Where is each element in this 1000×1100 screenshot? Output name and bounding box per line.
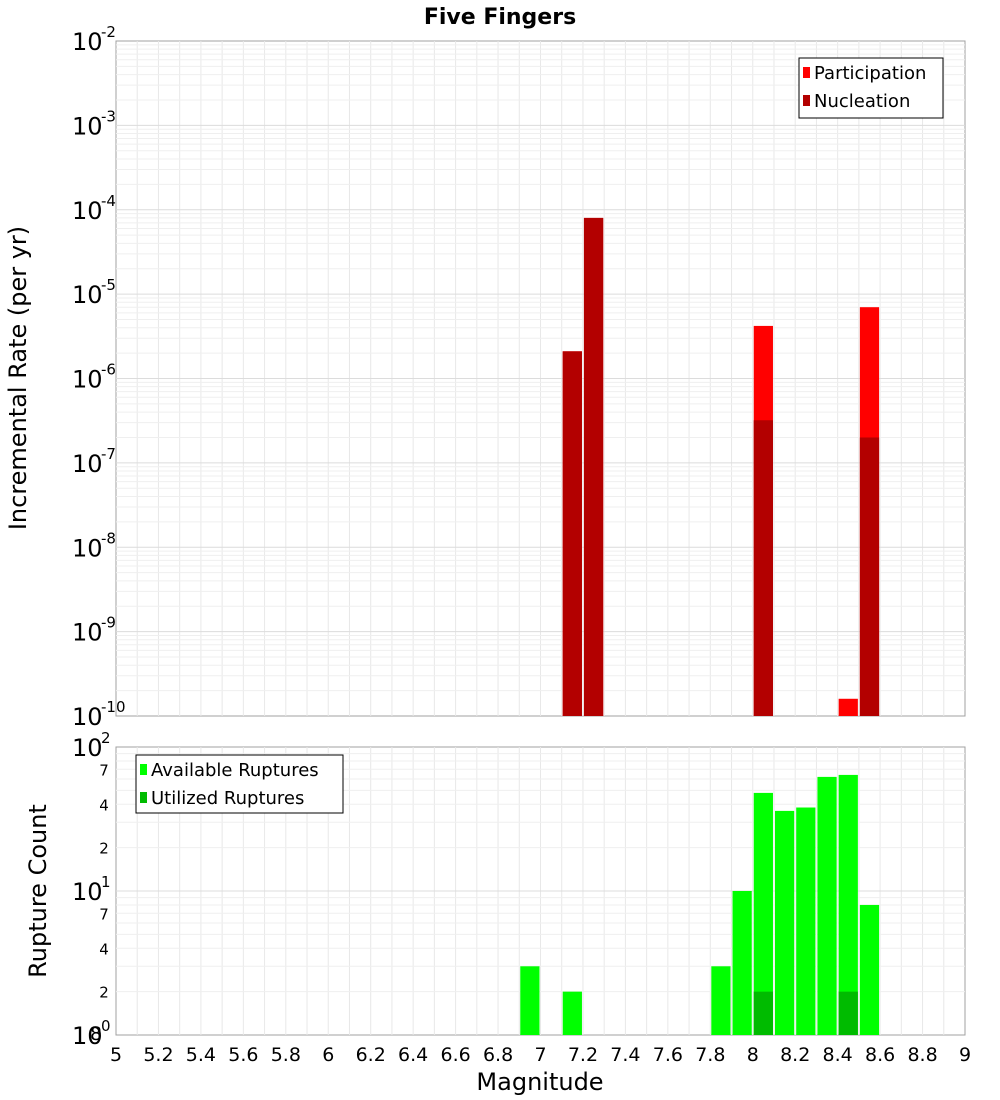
chart-title: Five Fingers (424, 5, 576, 30)
x-tick-label: 7.6 (653, 1044, 683, 1066)
rate-y-tick-exponent: -3 (101, 107, 116, 125)
x-tick-label: 8.4 (823, 1044, 853, 1066)
x-tick-label: 8 (747, 1044, 759, 1066)
count-bar-utilized-ruptures (753, 991, 773, 1035)
rate-bar-nucleation (753, 420, 773, 716)
count-legend: Available Ruptures Utilized Ruptures (135, 754, 344, 814)
count-legend-box (135, 754, 344, 814)
count-y-minor-tick: 4 (99, 940, 109, 958)
count-bar-available-ruptures (838, 774, 858, 1035)
rate-y-tick-base: 10 (72, 28, 103, 56)
rate-y-axis-label: Incremental Rate (per yr) (4, 226, 32, 530)
x-tick-label: 7 (534, 1044, 546, 1066)
rate-panel: Five Fingers 10-1010-910-810-710-610-510… (4, 5, 966, 731)
x-tick-label: 6.6 (440, 1044, 470, 1066)
count-bar-available-ruptures (732, 891, 752, 1035)
rate-y-tick-exponent: -2 (101, 23, 116, 41)
x-tick-label: 5.2 (143, 1044, 173, 1066)
count-y-tick-exponent: 2 (101, 729, 111, 747)
x-tick-label: 5 (110, 1044, 122, 1066)
rate-y-tick-exponent: -6 (101, 361, 116, 379)
rate-y-tick-base: 10 (72, 703, 103, 731)
rate-y-tick-exponent: -4 (101, 192, 116, 210)
count-y-extra-label: 8 (90, 1023, 102, 1045)
rate-gridlines (116, 41, 965, 716)
rate-legend: Participation Nucleation (798, 57, 944, 119)
x-tick-label: 6.2 (356, 1044, 386, 1066)
x-tick-label: 6.8 (483, 1044, 513, 1066)
rate-y-tick-base: 10 (72, 281, 103, 309)
rate-y-tick-base: 10 (72, 112, 103, 140)
rate-legend-box (798, 57, 944, 119)
rate-y-tick-exponent: -5 (101, 276, 116, 294)
count-bar-available-ruptures (562, 991, 582, 1035)
rate-y-tick-exponent: -10 (101, 698, 126, 716)
count-y-tick-base: 10 (72, 1022, 103, 1050)
legend-swatch-participation (803, 67, 810, 78)
rate-y-tick-exponent: -9 (101, 614, 116, 632)
x-tick-label: 7.8 (695, 1044, 725, 1066)
x-tick-label: 5.6 (228, 1044, 258, 1066)
count-bar-available-ruptures (753, 792, 773, 1035)
legend-swatch-utilized (140, 792, 147, 803)
count-bar-available-ruptures (711, 966, 731, 1035)
legend-label-available: Available Ruptures (151, 760, 319, 781)
rate-bar-nucleation (583, 217, 604, 716)
count-bar-available-ruptures (774, 810, 795, 1035)
rate-y-tick-base: 10 (72, 534, 103, 562)
x-tick-label: 6 (322, 1044, 334, 1066)
x-tick-label: 8.2 (780, 1044, 810, 1066)
count-y-axis-label: Rupture Count (24, 804, 52, 978)
x-tick-label: 8.8 (907, 1044, 937, 1066)
rate-y-tick-exponent: -8 (101, 529, 116, 547)
legend-label-utilized: Utilized Ruptures (151, 788, 304, 809)
rate-bar-participation (838, 698, 858, 716)
x-tick-label: 9 (959, 1044, 971, 1066)
rate-bar-nucleation (562, 351, 582, 716)
count-bar-available-ruptures (520, 966, 540, 1035)
rate-y-tick-exponent: -7 (101, 445, 116, 463)
x-tick-labels: 5 5.2 5.4 5.6 5.8 6 6.2 6.4 6.6 6.8 7 7.2 7.4 7.6 7.8 8… (110, 1044, 971, 1066)
count-y-tick-exponent: 1 (101, 873, 111, 891)
count-bars (520, 774, 880, 1035)
rate-bars (562, 217, 880, 716)
count-bar-utilized-ruptures (838, 991, 858, 1035)
x-tick-label: 5.4 (186, 1044, 216, 1066)
legend-label-participation: Participation (814, 63, 926, 84)
count-y-minor-tick: 7 (99, 905, 109, 923)
legend-label-nucleation: Nucleation (814, 91, 910, 112)
x-tick-label: 7.4 (610, 1044, 640, 1066)
count-y-minor-tick: 4 (99, 796, 109, 814)
x-tick-label: 6.4 (398, 1044, 428, 1066)
rate-y-tick-base: 10 (72, 197, 103, 225)
count-y-minor-tick: 7 (99, 761, 109, 779)
count-y-tick-exponent: 0 (101, 1017, 111, 1035)
x-axis-label: Magnitude (476, 1068, 603, 1096)
legend-swatch-nucleation (803, 95, 810, 106)
rate-y-tick-base: 10 (72, 619, 103, 647)
count-bar-available-ruptures (796, 807, 816, 1035)
count-y-minor-tick: 2 (99, 984, 109, 1002)
rate-bar-nucleation (859, 437, 880, 716)
x-tick-label: 5.8 (271, 1044, 301, 1066)
legend-swatch-available (140, 764, 147, 775)
count-y-minor-tick: 2 (99, 840, 109, 858)
count-bar-available-ruptures (817, 776, 837, 1035)
rate-y-tick-base: 10 (72, 366, 103, 394)
count-y-tick-base: 10 (72, 878, 103, 906)
x-tick-label: 8.6 (865, 1044, 895, 1066)
count-bar-available-ruptures (859, 904, 880, 1035)
x-tick-label: 7.2 (568, 1044, 598, 1066)
count-y-tick-base: 10 (72, 734, 103, 762)
rate-y-tick-base: 10 (72, 450, 103, 478)
